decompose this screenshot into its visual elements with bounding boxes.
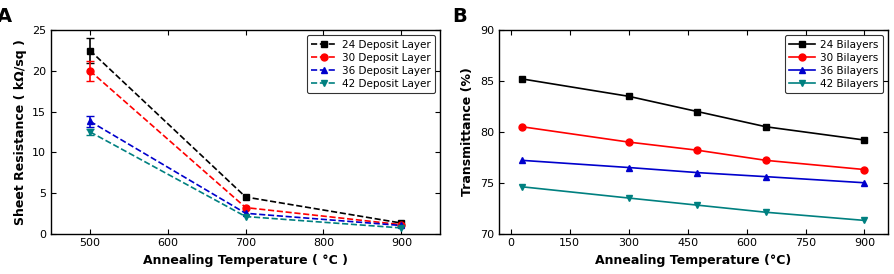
- Line: 30 Bilayers: 30 Bilayers: [519, 123, 867, 173]
- Legend: 24 Bilayers, 30 Bilayers, 36 Bilayers, 42 Bilayers: 24 Bilayers, 30 Bilayers, 36 Bilayers, 4…: [784, 35, 881, 93]
- 42 Deposit Layer: [240, 215, 250, 218]
- 24 Bilayers: [691, 110, 702, 113]
- 24 Bilayers: [517, 77, 527, 81]
- X-axis label: Annealing Temperature (°C): Annealing Temperature (°C): [595, 254, 790, 267]
- Text: A: A: [0, 7, 12, 26]
- 24 Deposit Layer: [240, 195, 250, 199]
- 42 Bilayers: [691, 204, 702, 207]
- Line: 36 Deposit Layer: 36 Deposit Layer: [87, 118, 404, 229]
- 42 Deposit Layer: [85, 130, 96, 133]
- 30 Deposit Layer: [85, 69, 96, 73]
- 36 Deposit Layer: [395, 224, 406, 227]
- 42 Bilayers: [858, 219, 869, 222]
- 36 Deposit Layer: [240, 212, 250, 215]
- 30 Bilayers: [517, 125, 527, 129]
- Line: 24 Deposit Layer: 24 Deposit Layer: [87, 47, 404, 227]
- Y-axis label: Sheet Resistance ( kΩ/sq ): Sheet Resistance ( kΩ/sq ): [13, 39, 27, 225]
- Legend: 24 Deposit Layer, 30 Deposit Layer, 36 Deposit Layer, 42 Deposit Layer: 24 Deposit Layer, 30 Deposit Layer, 36 D…: [307, 35, 434, 93]
- 30 Deposit Layer: [395, 223, 406, 226]
- Line: 42 Deposit Layer: 42 Deposit Layer: [87, 129, 404, 232]
- 42 Bilayers: [760, 211, 771, 214]
- 30 Deposit Layer: [240, 206, 250, 209]
- 42 Bilayers: [622, 196, 633, 200]
- 24 Bilayers: [760, 125, 771, 129]
- 36 Bilayers: [622, 166, 633, 169]
- 36 Deposit Layer: [85, 120, 96, 123]
- 30 Bilayers: [691, 149, 702, 152]
- Line: 24 Bilayers: 24 Bilayers: [519, 76, 867, 144]
- 30 Bilayers: [858, 168, 869, 171]
- 24 Bilayers: [622, 95, 633, 98]
- Line: 30 Deposit Layer: 30 Deposit Layer: [87, 67, 404, 228]
- 24 Deposit Layer: [395, 221, 406, 225]
- 42 Bilayers: [517, 185, 527, 189]
- Y-axis label: Transmittance (%): Transmittance (%): [460, 67, 474, 196]
- 30 Bilayers: [622, 141, 633, 144]
- X-axis label: Annealing Temperature ( °C ): Annealing Temperature ( °C ): [143, 254, 348, 267]
- Line: 36 Bilayers: 36 Bilayers: [519, 157, 867, 186]
- 36 Bilayers: [517, 159, 527, 162]
- 42 Deposit Layer: [395, 226, 406, 230]
- Text: B: B: [451, 7, 467, 26]
- Line: 42 Bilayers: 42 Bilayers: [519, 183, 867, 224]
- 24 Deposit Layer: [85, 49, 96, 52]
- 36 Bilayers: [760, 175, 771, 178]
- 30 Bilayers: [760, 159, 771, 162]
- 36 Bilayers: [858, 181, 869, 184]
- 36 Bilayers: [691, 171, 702, 174]
- 24 Bilayers: [858, 138, 869, 142]
